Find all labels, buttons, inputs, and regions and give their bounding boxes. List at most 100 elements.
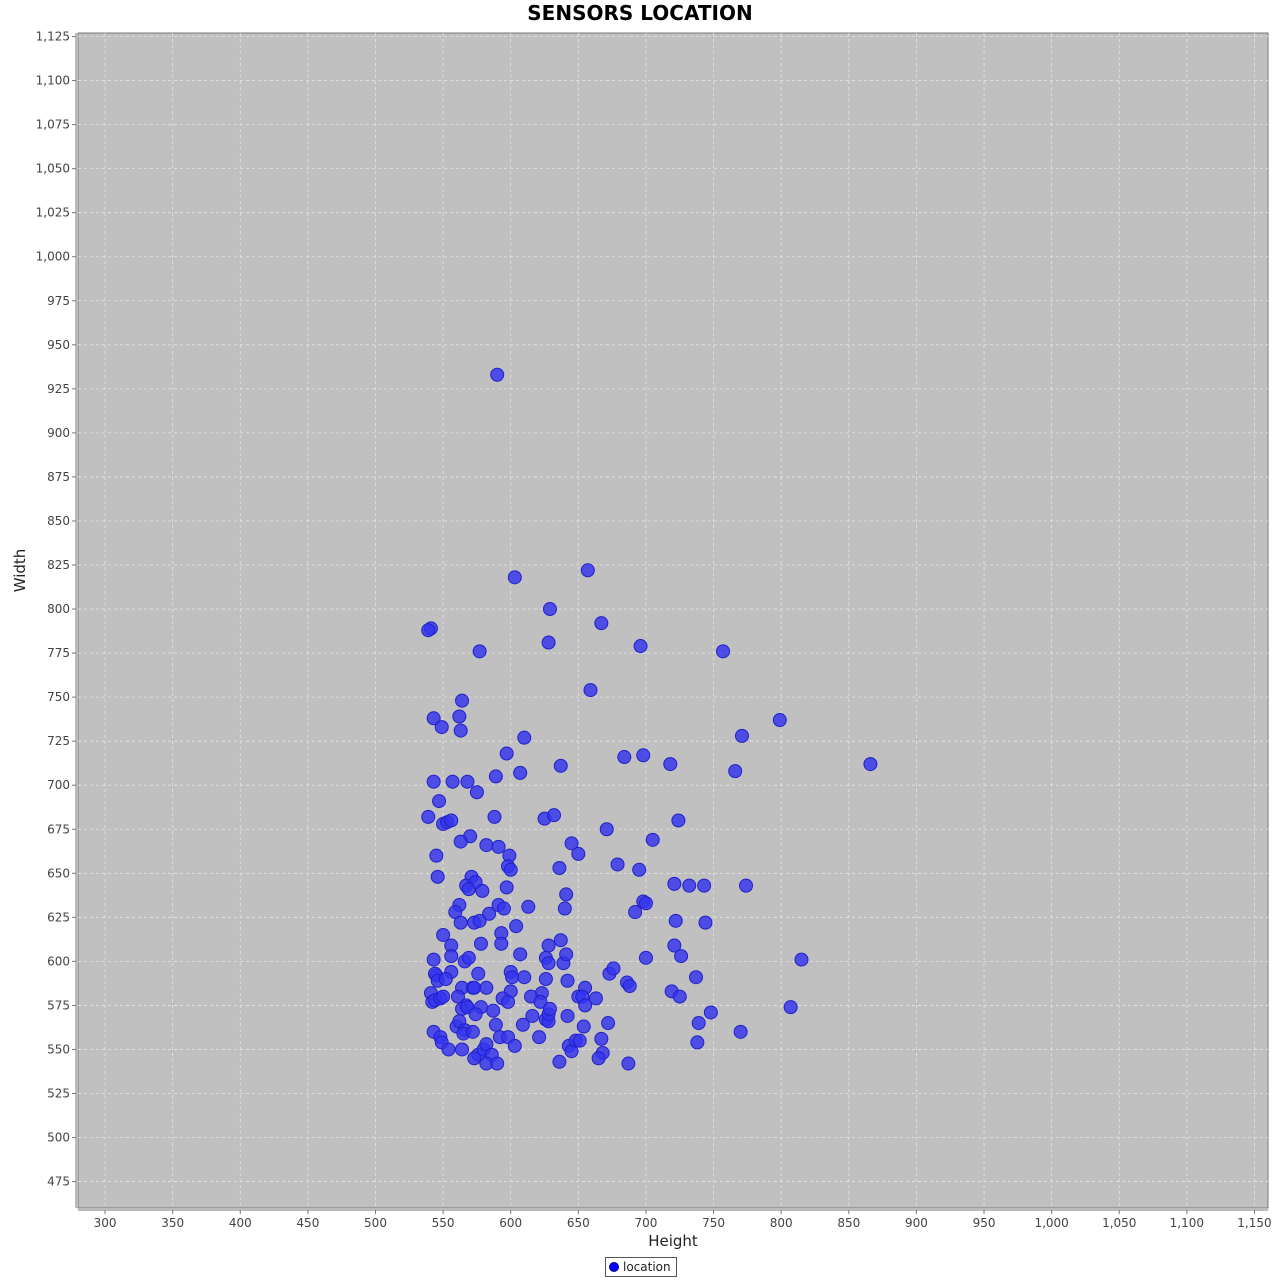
y-tick-label: 1,100: [36, 74, 70, 88]
data-point: [430, 869, 445, 884]
legend-marker-icon: [609, 1262, 619, 1272]
data-point: [501, 994, 516, 1009]
x-tick-label: 600: [499, 1216, 522, 1230]
data-point: [733, 1024, 748, 1039]
data-point: [521, 899, 536, 914]
data-point: [479, 980, 494, 995]
data-point: [453, 723, 468, 738]
data-point: [479, 838, 494, 853]
y-tick-label: 675: [47, 822, 70, 836]
chart-title: SENSORS LOCATION: [527, 1, 753, 25]
data-point: [633, 639, 648, 654]
data-point: [438, 971, 453, 986]
data-point: [541, 956, 556, 971]
data-point: [667, 876, 682, 891]
data-point: [559, 947, 574, 962]
data-point: [467, 980, 482, 995]
x-tick-label: 750: [702, 1216, 725, 1230]
data-point: [465, 1024, 480, 1039]
y-tick-label: 800: [47, 602, 70, 616]
y-tick-label: 950: [47, 338, 70, 352]
data-point: [636, 748, 651, 763]
y-tick-label: 825: [47, 558, 70, 572]
data-point: [461, 882, 476, 897]
data-point: [444, 813, 459, 828]
data-point: [488, 1017, 503, 1032]
data-point: [559, 887, 574, 902]
data-point: [472, 644, 487, 659]
data-point: [599, 822, 614, 837]
data-point: [487, 809, 502, 824]
y-tick-label: 475: [47, 1175, 70, 1189]
data-point: [452, 709, 467, 724]
x-tick-label: 700: [635, 1216, 658, 1230]
data-point: [441, 1042, 456, 1057]
data-point: [538, 971, 553, 986]
x-tick-label: 650: [567, 1216, 590, 1230]
data-point: [499, 746, 514, 761]
data-point: [429, 848, 444, 863]
x-tick-label: 300: [94, 1216, 117, 1230]
x-tick-label: 400: [229, 1216, 252, 1230]
data-point: [622, 979, 637, 994]
x-tick-label: 1,100: [1170, 1216, 1204, 1230]
data-point: [473, 936, 488, 951]
data-point: [553, 758, 568, 773]
data-point: [542, 1001, 557, 1016]
data-point: [772, 713, 787, 728]
data-point: [668, 913, 683, 928]
data-point: [467, 1051, 482, 1066]
data-point: [572, 1033, 587, 1048]
y-tick-label: 575: [47, 998, 70, 1012]
data-point: [525, 1008, 540, 1023]
x-tick-label: 1,000: [1034, 1216, 1068, 1230]
gridlines: [78, 33, 1268, 1208]
data-point: [690, 1035, 705, 1050]
data-point: [533, 994, 548, 1009]
x-tick-label: 800: [770, 1216, 793, 1230]
data-point: [552, 861, 567, 876]
data-point: [434, 720, 449, 735]
data-point: [453, 915, 468, 930]
x-tick-label: 1,050: [1102, 1216, 1136, 1230]
data-point: [509, 919, 524, 934]
data-point: [588, 991, 603, 1006]
data-points: [421, 367, 878, 1071]
data-point: [542, 602, 557, 617]
y-tick-label: 850: [47, 514, 70, 528]
axes: 300 350 400 450 500 550 600 650 700 750 800 850 900 9…: [36, 30, 1272, 1230]
y-tick-label: 925: [47, 382, 70, 396]
x-tick-label: 450: [296, 1216, 319, 1230]
data-point: [426, 952, 441, 967]
data-point: [517, 730, 532, 745]
y-tick-label: 550: [47, 1042, 70, 1056]
y-tick-label: 725: [47, 734, 70, 748]
y-tick-label: 900: [47, 426, 70, 440]
data-point: [591, 1051, 606, 1066]
data-point: [445, 774, 460, 789]
data-point: [663, 757, 678, 772]
data-point: [491, 839, 506, 854]
data-point: [688, 970, 703, 985]
plot-area: [77, 32, 1269, 1209]
data-point: [594, 616, 609, 631]
data-point: [455, 693, 470, 708]
data-point: [460, 774, 475, 789]
y-tick-label: 700: [47, 778, 70, 792]
data-point: [703, 1005, 718, 1020]
data-point: [469, 785, 484, 800]
data-point: [794, 952, 809, 967]
y-tick-label: 1,025: [36, 206, 70, 220]
data-point: [507, 570, 522, 585]
data-point: [601, 1016, 616, 1031]
y-tick-label: 625: [47, 910, 70, 924]
x-tick-label: 500: [364, 1216, 387, 1230]
data-point: [552, 1054, 567, 1069]
y-tick-label: 975: [47, 294, 70, 308]
data-point: [553, 933, 568, 948]
data-point: [436, 927, 451, 942]
y-tick-label: 600: [47, 954, 70, 968]
data-point: [453, 834, 468, 849]
data-point: [576, 1019, 591, 1034]
